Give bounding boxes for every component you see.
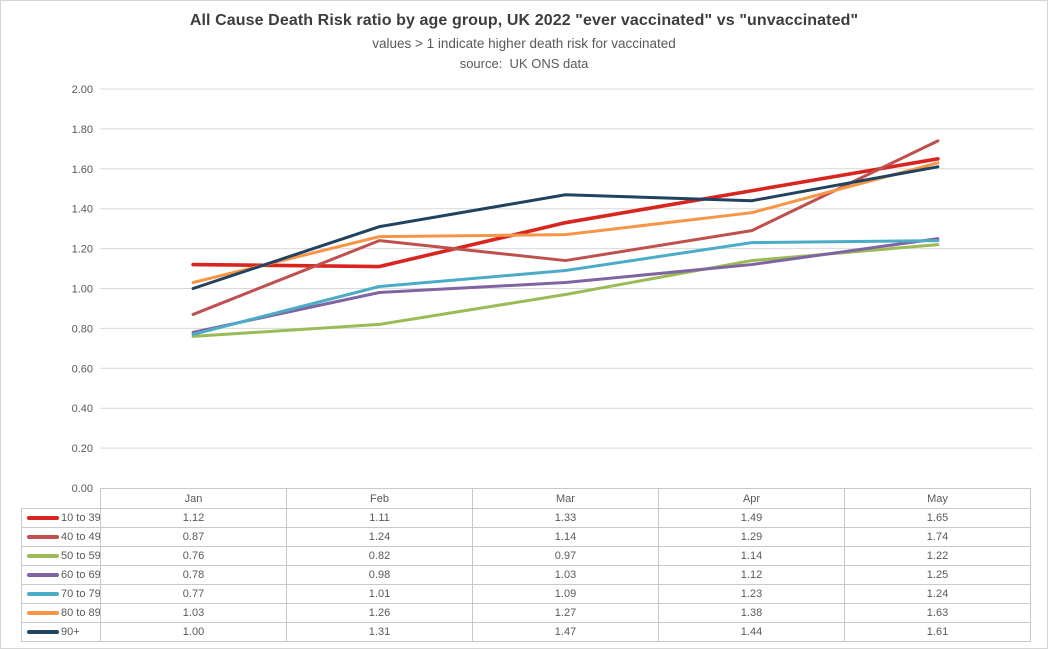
legend-item: 10 to 39 (22, 509, 100, 528)
data-table-cell: 1.74 (926, 531, 949, 543)
legend-label: 90+ (61, 626, 80, 638)
data-table: Jan Feb Mar Apr May 1.12 1.11 1.33 1.49 1.65 0.87… (100, 488, 1031, 642)
data-table-header-cell: Feb (287, 489, 473, 508)
y-axis-tick-label: 0.00 (72, 483, 93, 495)
y-axis-tick-label: 1.00 (72, 284, 93, 296)
legend-label: 50 to 59 (61, 550, 100, 562)
data-table-cell: 1.24 (287, 528, 473, 546)
legend-key-line-icon (27, 516, 59, 520)
data-table-cell: 1.22 (926, 550, 949, 562)
legend-label: 70 to 79 (61, 588, 100, 600)
data-table-row: 1.12 1.11 1.33 1.49 1.65 (101, 509, 1030, 528)
legend-key-line-icon (27, 592, 59, 596)
data-table-row: 0.78 0.98 1.03 1.12 1.25 (101, 566, 1030, 585)
data-table-cell: 1.03 (101, 604, 287, 622)
legend-item: 40 to 49 (22, 528, 100, 547)
y-axis-tick-label: 0.40 (72, 403, 93, 415)
legend-label: 10 to 39 (61, 512, 100, 524)
data-table-cell: 1.24 (926, 588, 949, 600)
data-table-header-cell: Mar (473, 489, 659, 508)
data-table-cell: 1.38 (659, 604, 845, 622)
data-table-cell: 0.87 (101, 528, 287, 546)
data-table-body: 1.12 1.11 1.33 1.49 1.65 0.87 1.24 1.14 1.29 1.74… (101, 509, 1030, 641)
y-axis-tick-label: 0.60 (72, 363, 93, 375)
data-table-header-cell: Apr (659, 489, 845, 508)
legend-key-line-icon (27, 611, 59, 615)
y-axis-tick-label: 1.60 (72, 164, 93, 176)
data-table-row: 0.77 1.01 1.09 1.23 1.24 (101, 585, 1030, 604)
series-line-90 (191, 165, 940, 290)
data-table-cell: 1.33 (473, 509, 659, 527)
data-table-cell: 1.03 (473, 566, 659, 584)
data-table-cell: 1.47 (473, 623, 659, 641)
legend-key-line-icon (27, 554, 59, 558)
y-axis-tick-label: 1.80 (72, 124, 93, 136)
legend-item: 50 to 59 (22, 547, 100, 566)
data-table-cell: 1.26 (287, 604, 473, 622)
data-table-cell: 0.77 (101, 585, 287, 603)
y-axis-tick-label: 0.20 (72, 443, 93, 455)
data-table-cell: 1.14 (659, 547, 845, 565)
data-table-cell: 1.23 (659, 585, 845, 603)
legend-label: 60 to 69 (61, 569, 100, 581)
series-line-10-to-39 (191, 157, 940, 269)
data-table-cell: 1.44 (659, 623, 845, 641)
series-line-80-to-89 (191, 161, 940, 285)
gridlines (100, 88, 1033, 449)
series-line-40-to-49 (191, 139, 940, 316)
legend-item: 70 to 79 (22, 585, 100, 604)
data-table-header-cell: May (927, 492, 948, 505)
y-axis-tick-label: 2.00 (72, 84, 93, 96)
data-table-cell: 1.31 (287, 623, 473, 641)
data-table-cell: 1.25 (926, 569, 949, 581)
series-line-50-to-59 (191, 243, 940, 338)
legend-label: 80 to 89 (61, 607, 100, 619)
y-axis-tick-label: 0.80 (72, 323, 93, 335)
data-table-cell: 1.29 (659, 528, 845, 546)
legend-key-line-icon (27, 573, 59, 577)
data-table-cell: 1.12 (101, 509, 287, 527)
data-table-row: 0.76 0.82 0.97 1.14 1.22 (101, 547, 1030, 566)
data-table-row: 0.87 1.24 1.14 1.29 1.74 (101, 528, 1030, 547)
legend-item: 80 to 89 (22, 604, 100, 623)
data-table-cell: 1.49 (659, 509, 845, 527)
legend-key-line-icon (27, 630, 59, 634)
data-table-cell: 0.78 (101, 566, 287, 584)
chart-source-note: source: UK ONS data (459, 56, 589, 71)
data-table-cell: 0.82 (287, 547, 473, 565)
data-table-cell: 1.09 (473, 585, 659, 603)
data-table-row: 1.03 1.26 1.27 1.38 1.63 (101, 604, 1030, 623)
data-table-cell: 1.65 (926, 512, 949, 524)
series-lines (191, 139, 940, 338)
data-table-cell: 0.76 (101, 547, 287, 565)
chart-subtitle: values > 1 indicate higher death risk fo… (372, 36, 676, 51)
legend-label: 40 to 49 (61, 531, 100, 543)
data-table-cell: 1.63 (926, 607, 949, 619)
legend-key-line-icon (27, 535, 59, 539)
chart-title: All Cause Death Risk ratio by age group,… (189, 12, 859, 29)
data-table-cell: 1.01 (287, 585, 473, 603)
data-table-cell: 1.27 (473, 604, 659, 622)
data-table-cell: 1.00 (101, 623, 287, 641)
chart-legend: 10 to 39 40 to 49 50 to 59 60 to 69 70 to 79… (21, 508, 100, 642)
data-table-header-row: Jan Feb Mar Apr May (101, 489, 1030, 509)
data-table-row: 1.00 1.31 1.47 1.44 1.61 (101, 623, 1030, 641)
y-axis-tick-label: 1.20 (72, 244, 93, 256)
data-table-cell: 1.12 (659, 566, 845, 584)
y-axis-labels: 2.00 1.80 1.60 1.40 1.20 1.00 0.80 0.60 0.40 0.20… (72, 84, 93, 495)
series-line-70-to-79 (191, 239, 940, 336)
data-table-cell: 1.11 (287, 509, 473, 527)
series-line-60-to-69 (191, 237, 940, 334)
data-table-cell: 0.97 (473, 547, 659, 565)
legend-item: 60 to 69 (22, 566, 100, 585)
legend-item: 90+ (22, 623, 100, 641)
data-table-cell: 1.61 (926, 626, 949, 638)
data-table-cell: 0.98 (287, 566, 473, 584)
data-table-cell: 1.14 (473, 528, 659, 546)
data-table-header-cell: Jan (101, 489, 287, 508)
y-axis-tick-label: 1.40 (72, 204, 93, 216)
